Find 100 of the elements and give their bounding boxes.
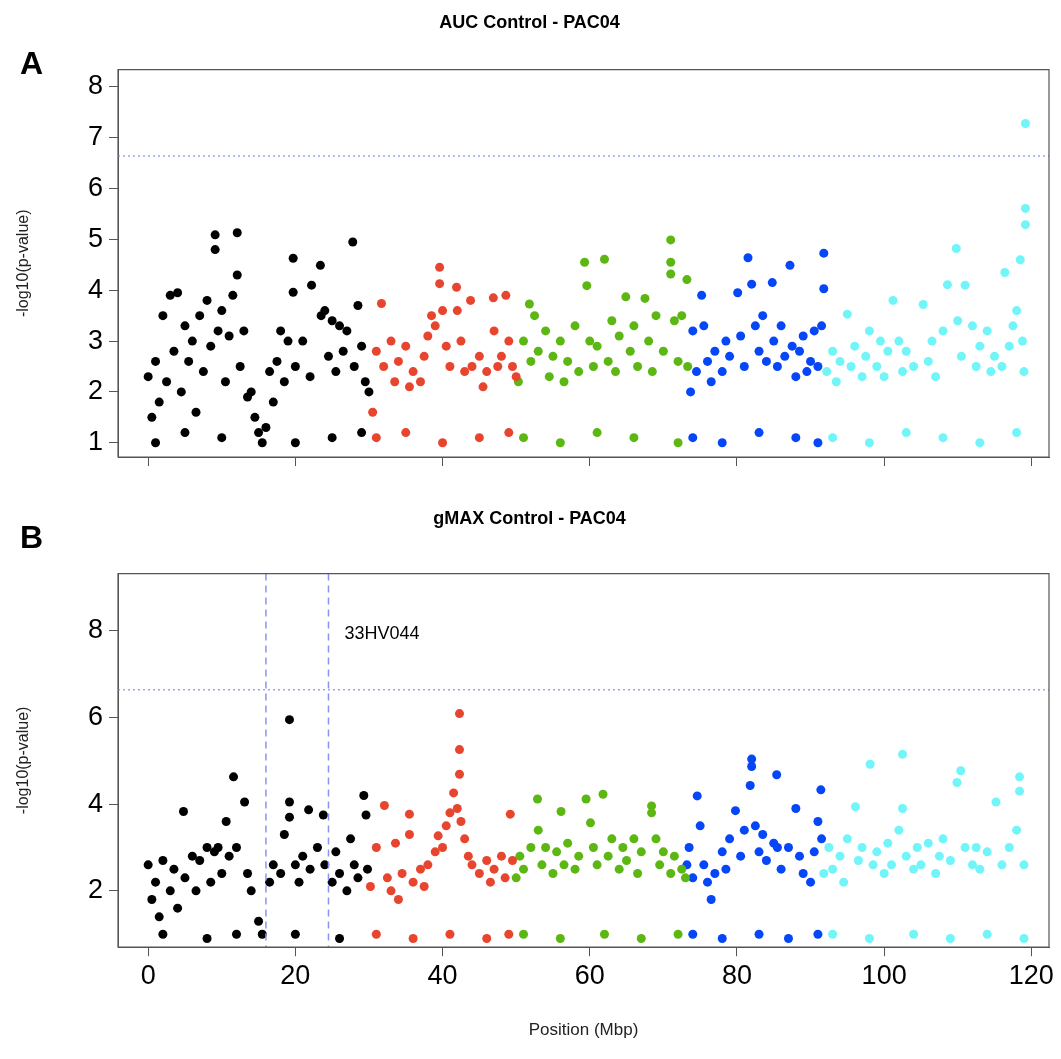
point — [633, 362, 643, 372]
point — [952, 778, 962, 787]
point — [1018, 336, 1028, 346]
point — [776, 864, 786, 874]
point — [725, 351, 735, 361]
point — [607, 316, 617, 326]
point — [158, 856, 168, 866]
point — [669, 851, 679, 861]
point — [831, 377, 841, 387]
point — [376, 298, 386, 308]
y-tick-label: 2 — [87, 375, 103, 406]
point — [938, 326, 948, 336]
point — [879, 869, 889, 879]
point — [1008, 321, 1018, 331]
point — [603, 356, 613, 366]
point — [835, 851, 845, 861]
point — [644, 336, 654, 346]
point — [975, 341, 985, 351]
point — [975, 438, 985, 448]
point — [975, 864, 985, 874]
point — [1004, 843, 1014, 853]
point — [318, 810, 328, 820]
point — [231, 843, 241, 853]
point — [813, 362, 823, 372]
point — [445, 929, 455, 939]
y-tick-label: 2 — [87, 874, 103, 905]
point — [187, 851, 197, 861]
point — [488, 293, 498, 303]
point — [533, 346, 543, 356]
point — [842, 309, 852, 319]
point — [435, 262, 445, 272]
point — [404, 830, 414, 840]
point — [1015, 772, 1025, 782]
point — [901, 346, 911, 356]
point — [143, 860, 153, 870]
point — [769, 336, 779, 346]
point — [730, 806, 740, 816]
point — [445, 808, 455, 818]
point — [154, 912, 164, 922]
point — [365, 882, 375, 892]
point — [951, 244, 961, 254]
point — [699, 860, 709, 870]
point — [386, 886, 396, 896]
point — [433, 831, 443, 841]
point — [438, 843, 448, 853]
point — [633, 869, 643, 879]
point — [456, 817, 466, 827]
point — [353, 873, 363, 883]
point — [819, 869, 829, 879]
point — [276, 869, 286, 879]
point — [452, 282, 462, 292]
point — [485, 877, 495, 887]
y-tick-label: 5 — [87, 222, 103, 253]
point — [853, 856, 863, 866]
point — [393, 895, 403, 905]
point — [747, 279, 757, 289]
point — [541, 843, 551, 853]
point — [621, 292, 631, 302]
point — [1020, 220, 1030, 230]
point — [629, 321, 639, 331]
point — [524, 299, 534, 309]
point — [813, 817, 823, 827]
point — [441, 341, 451, 351]
point — [474, 351, 484, 361]
point — [482, 934, 492, 944]
point — [754, 428, 764, 438]
point — [401, 341, 411, 351]
point — [956, 766, 966, 776]
point — [335, 934, 345, 944]
point — [240, 797, 250, 807]
point — [507, 856, 517, 866]
point — [743, 253, 753, 263]
point — [901, 851, 911, 861]
point — [179, 807, 188, 817]
point — [1004, 341, 1014, 351]
point — [408, 934, 418, 944]
point — [519, 929, 529, 939]
point — [997, 860, 1007, 870]
point — [697, 290, 707, 300]
point — [894, 336, 904, 346]
point — [725, 834, 735, 844]
point — [898, 804, 908, 814]
point — [945, 856, 955, 866]
y-axis-title: -log10(p-value) — [14, 706, 32, 815]
point — [703, 356, 713, 366]
point — [658, 346, 668, 356]
point — [574, 851, 584, 861]
x-tick-label: 120 — [1008, 959, 1054, 990]
point — [872, 362, 882, 372]
point — [688, 326, 698, 336]
point — [945, 934, 955, 944]
point — [967, 321, 977, 331]
point — [918, 299, 928, 309]
point — [953, 316, 963, 326]
point — [408, 877, 418, 887]
point — [721, 336, 731, 346]
point — [736, 851, 746, 861]
point — [809, 847, 819, 857]
point — [850, 802, 860, 812]
point — [312, 843, 322, 853]
